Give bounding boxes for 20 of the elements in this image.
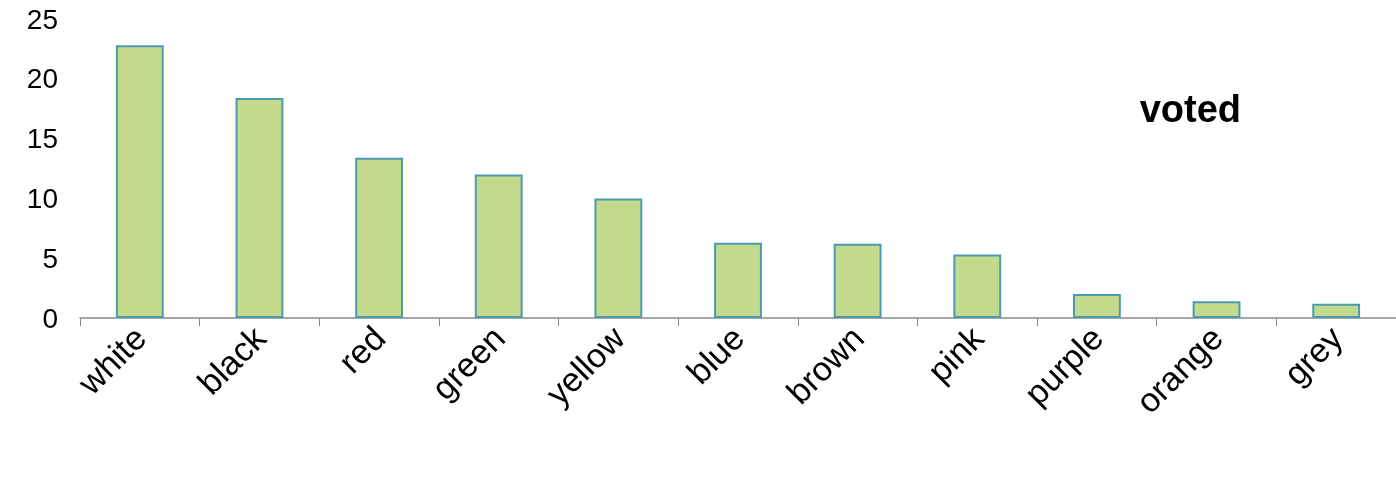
- y-tick-label: 10: [26, 182, 58, 214]
- bar: [714, 242, 762, 318]
- bar: [833, 243, 882, 318]
- bar: [1072, 294, 1121, 318]
- bar: [115, 45, 164, 318]
- y-tick-label: 5: [42, 242, 58, 274]
- y-tick-label: 25: [26, 3, 58, 35]
- y-tick-label: 20: [26, 63, 58, 95]
- bar: [953, 254, 1002, 318]
- bar: [355, 157, 404, 318]
- bar: [1312, 303, 1361, 318]
- bar: [1192, 301, 1241, 318]
- y-tick-label: 0: [42, 302, 58, 334]
- bar: [594, 198, 643, 318]
- bar: [235, 97, 284, 318]
- text: voted: [1139, 88, 1242, 130]
- x-tick-label: red: [330, 318, 393, 381]
- x-tick-label: blue: [679, 318, 752, 391]
- bar: [474, 174, 523, 318]
- y-tick-label: 15: [26, 123, 58, 155]
